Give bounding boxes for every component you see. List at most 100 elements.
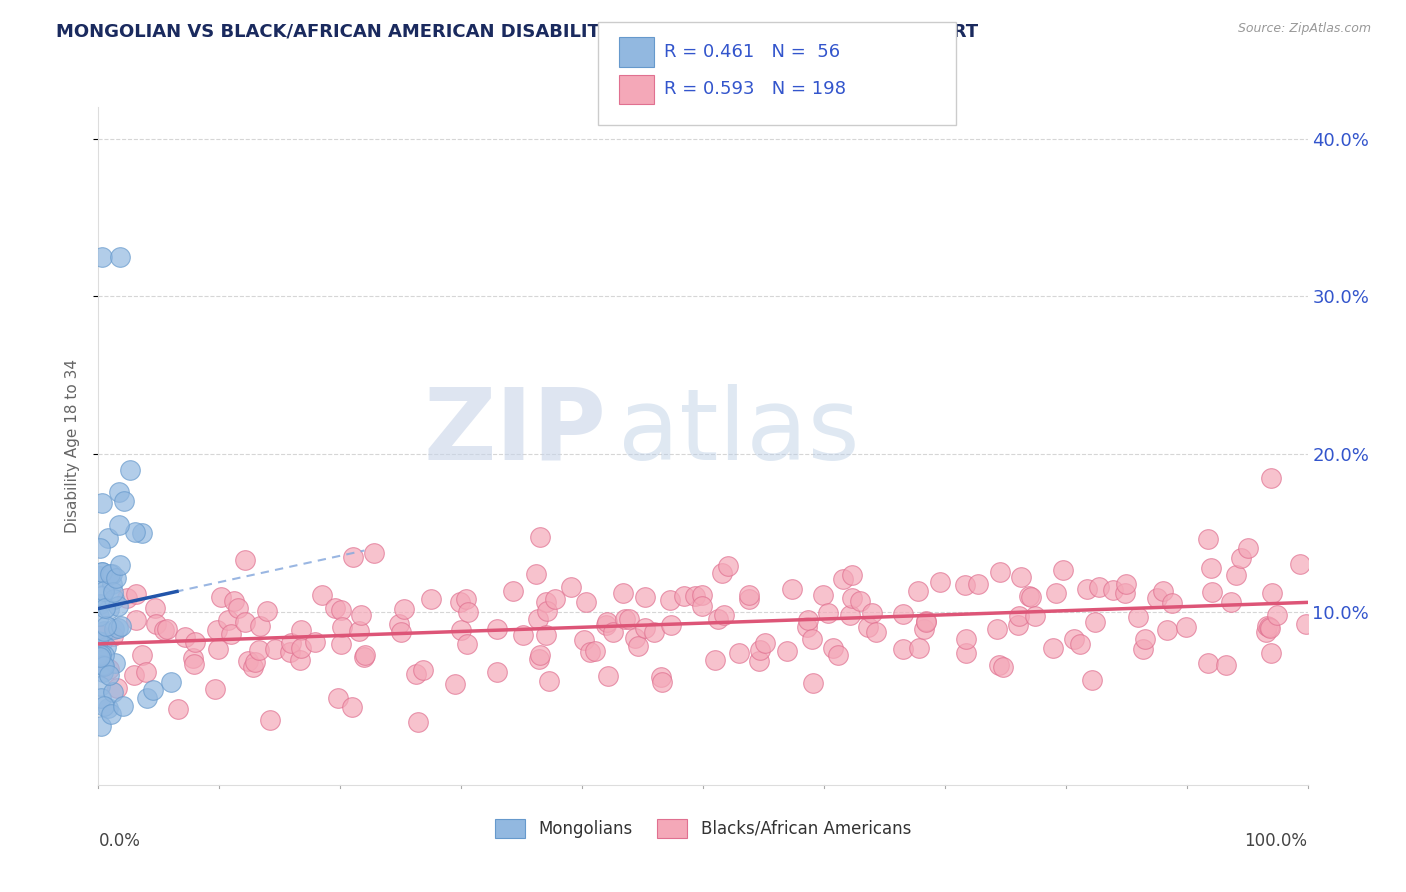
Point bbox=[256, 604, 278, 618]
Point bbox=[107, 621, 129, 635]
Point bbox=[1052, 563, 1074, 577]
Point bbox=[454, 591, 477, 606]
Point bbox=[222, 593, 245, 607]
Point bbox=[486, 665, 509, 679]
Point bbox=[204, 681, 226, 696]
Point bbox=[311, 588, 333, 602]
Point bbox=[90, 691, 112, 706]
Point bbox=[388, 616, 411, 631]
Point bbox=[131, 648, 153, 663]
Point bbox=[160, 675, 183, 690]
Point bbox=[1088, 580, 1111, 594]
Point bbox=[1156, 623, 1178, 637]
Point bbox=[1135, 632, 1157, 646]
Point bbox=[278, 645, 301, 659]
Point bbox=[353, 650, 375, 665]
Point bbox=[536, 604, 558, 618]
Point bbox=[330, 620, 353, 634]
Point bbox=[748, 654, 770, 668]
Point bbox=[749, 643, 772, 657]
Point bbox=[865, 624, 887, 639]
Point bbox=[131, 525, 153, 540]
Point bbox=[617, 612, 640, 626]
Point bbox=[89, 649, 111, 664]
Point bbox=[181, 651, 204, 665]
Point bbox=[117, 591, 139, 606]
Point bbox=[124, 587, 146, 601]
Point bbox=[90, 719, 112, 733]
Point bbox=[183, 657, 205, 671]
Point bbox=[111, 699, 134, 714]
Point bbox=[94, 640, 117, 654]
Point bbox=[690, 588, 713, 602]
Point bbox=[107, 599, 129, 614]
Point bbox=[1260, 646, 1282, 660]
Point bbox=[93, 699, 115, 714]
Point bbox=[1201, 585, 1223, 599]
Point bbox=[108, 250, 131, 264]
Point bbox=[101, 577, 124, 591]
Point bbox=[167, 702, 190, 716]
Point bbox=[350, 607, 373, 622]
Point bbox=[412, 663, 434, 677]
Point bbox=[1069, 637, 1091, 651]
Point bbox=[87, 649, 110, 664]
Point bbox=[1197, 533, 1219, 547]
Point bbox=[125, 613, 148, 627]
Point bbox=[538, 674, 561, 689]
Point bbox=[1019, 590, 1042, 604]
Point bbox=[659, 618, 682, 632]
Point bbox=[955, 632, 977, 646]
Point bbox=[118, 463, 141, 477]
Point bbox=[1219, 595, 1241, 609]
Point bbox=[1199, 560, 1222, 574]
Point bbox=[1161, 596, 1184, 610]
Point bbox=[101, 629, 124, 643]
Point bbox=[534, 595, 557, 609]
Point bbox=[124, 525, 146, 540]
Point bbox=[823, 641, 845, 656]
Point bbox=[1084, 615, 1107, 629]
Point bbox=[420, 591, 443, 606]
Point bbox=[953, 578, 976, 592]
Text: MONGOLIAN VS BLACK/AFRICAN AMERICAN DISABILITY AGE 18 TO 34 CORRELATION CHART: MONGOLIAN VS BLACK/AFRICAN AMERICAN DISA… bbox=[56, 22, 979, 40]
Point bbox=[143, 601, 166, 615]
Point bbox=[1101, 582, 1123, 597]
Point bbox=[363, 546, 385, 560]
Point bbox=[104, 656, 127, 670]
Point bbox=[907, 641, 929, 656]
Point bbox=[87, 634, 110, 648]
Point bbox=[683, 590, 706, 604]
Point bbox=[97, 668, 120, 682]
Point bbox=[135, 691, 157, 706]
Point bbox=[103, 591, 125, 606]
Point bbox=[915, 615, 938, 629]
Point bbox=[713, 608, 735, 623]
Point bbox=[907, 583, 929, 598]
Point bbox=[233, 615, 256, 629]
Point bbox=[1230, 550, 1253, 565]
Point bbox=[89, 541, 111, 556]
Point bbox=[860, 606, 883, 620]
Point bbox=[988, 566, 1011, 580]
Point bbox=[142, 683, 165, 698]
Point bbox=[575, 595, 598, 609]
Point bbox=[406, 714, 429, 729]
Point bbox=[775, 644, 797, 658]
Point bbox=[1132, 642, 1154, 657]
Point bbox=[103, 622, 125, 636]
Point bbox=[849, 593, 872, 607]
Point bbox=[405, 667, 427, 681]
Point bbox=[560, 581, 582, 595]
Point bbox=[987, 658, 1010, 673]
Point bbox=[651, 675, 673, 690]
Point bbox=[184, 635, 207, 649]
Point bbox=[392, 601, 415, 615]
Point bbox=[328, 690, 350, 705]
Point bbox=[841, 568, 863, 582]
Point bbox=[108, 558, 131, 572]
Point bbox=[1042, 641, 1064, 656]
Point bbox=[891, 641, 914, 656]
Point bbox=[89, 679, 111, 693]
Point bbox=[103, 685, 125, 699]
